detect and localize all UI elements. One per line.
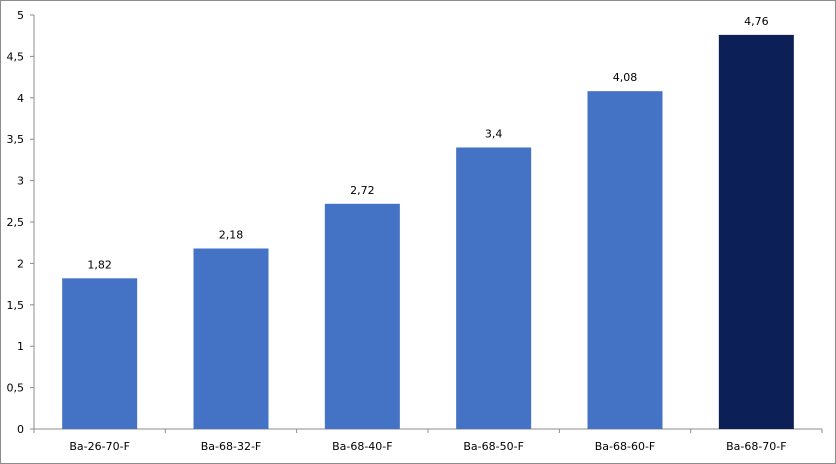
bar xyxy=(324,203,400,429)
y-tick-label: 0,5 xyxy=(7,382,25,395)
y-tick-label: 4,5 xyxy=(7,50,25,63)
y-tick-label: 2 xyxy=(17,257,24,270)
x-tick-label: Ba-68-50-F xyxy=(463,440,524,453)
data-label: 4,08 xyxy=(613,71,638,84)
data-label: 2,72 xyxy=(350,184,375,197)
bar xyxy=(718,34,794,429)
data-label: 3,4 xyxy=(485,127,503,140)
bar xyxy=(62,278,138,429)
y-tick-label: 2,5 xyxy=(7,216,25,229)
x-tick-label: Ba-68-40-F xyxy=(332,440,393,453)
y-tick-label: 3 xyxy=(17,175,24,188)
bar xyxy=(456,147,532,430)
x-tick-label: Ba-68-32-F xyxy=(201,440,262,453)
bar xyxy=(193,248,269,429)
bar xyxy=(587,91,663,430)
data-label: 4,76 xyxy=(744,15,769,28)
x-tick-label: Ba-68-60-F xyxy=(595,440,656,453)
y-tick-label: 5 xyxy=(17,9,24,22)
y-tick-label: 3,5 xyxy=(7,133,25,146)
y-tick-label: 1,5 xyxy=(7,299,25,312)
y-tick-label: 4 xyxy=(17,92,24,105)
data-label: 2,18 xyxy=(219,228,244,241)
data-label: 1,82 xyxy=(87,258,112,271)
y-tick-label: 1 xyxy=(17,340,24,353)
x-tick-label: Ba-26-70-F xyxy=(69,440,130,453)
x-tick-label: Ba-68-70-F xyxy=(726,440,787,453)
y-tick-label: 0 xyxy=(17,423,24,436)
